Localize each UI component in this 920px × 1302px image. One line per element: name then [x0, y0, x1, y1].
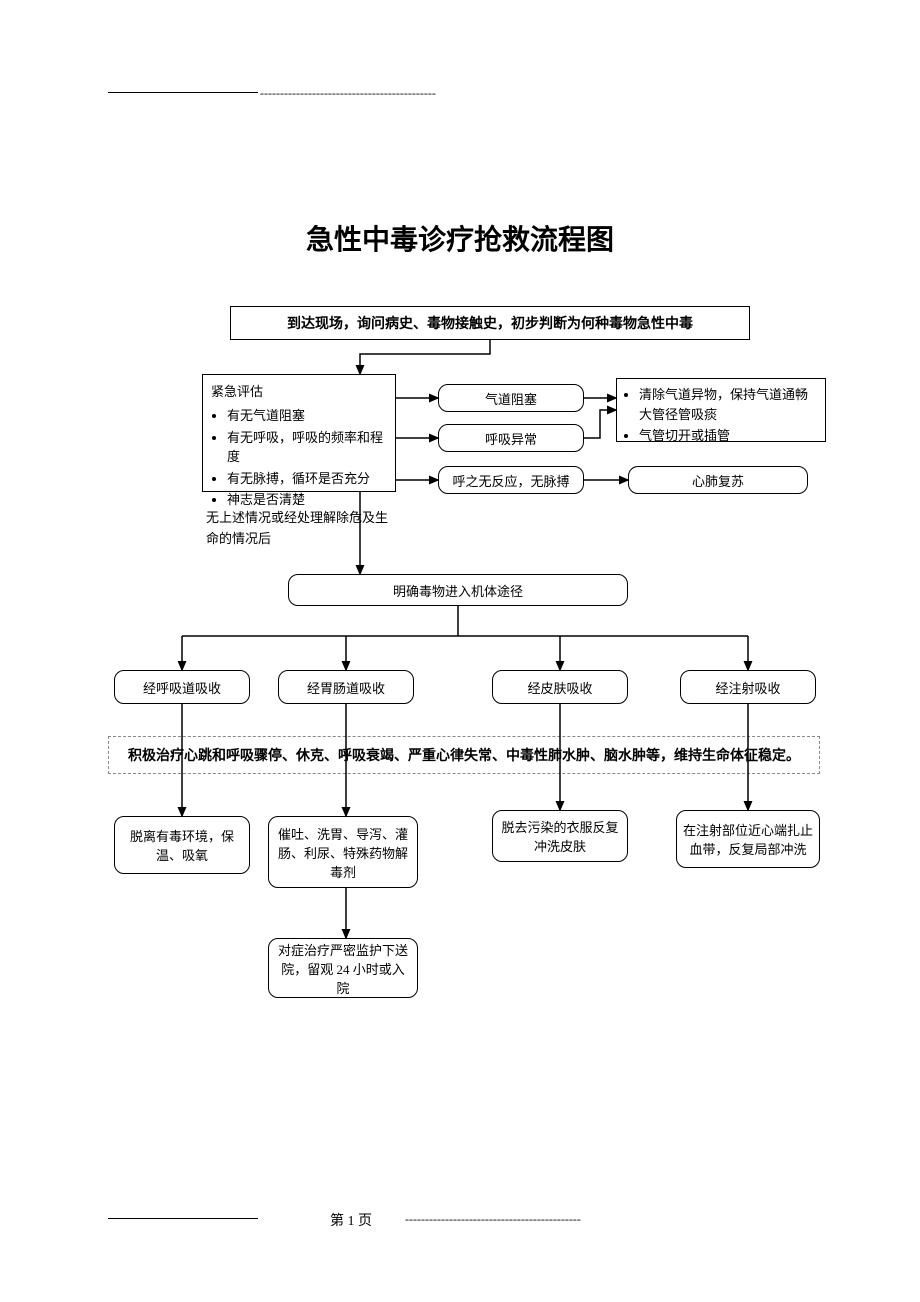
- document-page: ----------------------------------------…: [0, 0, 920, 1302]
- action-item: 清除气道异物，保持气道通畅大管径管吸痰: [639, 385, 819, 424]
- node-treat-skin: 脱去污染的衣服反复冲洗皮肤: [492, 810, 628, 862]
- node-route-gi: 经胃肠道吸收: [278, 670, 414, 704]
- footer-page-number: 1: [348, 1214, 355, 1229]
- node-cond-airway: 气道阻塞: [438, 384, 584, 412]
- assess-item: 有无呼吸，呼吸的频率和程度: [227, 428, 389, 467]
- footer-dashes: ----------------------------------------…: [405, 1212, 581, 1227]
- action-airway-list: 清除气道异物，保持气道通畅大管径管吸痰 气管切开或插管: [623, 383, 819, 448]
- node-route-skin: 经皮肤吸收: [492, 670, 628, 704]
- node-treat-resp: 脱离有毒环境，保温、吸氧: [114, 816, 250, 874]
- node-final: 对症治疗严密监护下送院，留观 24 小时或入院: [268, 938, 418, 998]
- footer-suffix: 页: [358, 1214, 372, 1229]
- flow-arrows: [0, 0, 920, 1302]
- page-title: 急性中毒诊疗抢救流程图: [255, 218, 665, 258]
- node-assessment: 紧急评估 有无气道阻塞 有无呼吸，呼吸的频率和程度 有无脉搏，循环是否充分 神志…: [202, 374, 396, 492]
- node-action-cpr: 心肺复苏: [628, 466, 808, 494]
- node-banner: 积极治疗心跳和呼吸骤停、休克、呼吸衰竭、严重心律失常、中毒性肺水肿、脑水肿等，维…: [108, 736, 820, 774]
- assess-list: 有无气道阻塞 有无呼吸，呼吸的频率和程度 有无脉搏，循环是否充分 神志是否清楚: [209, 404, 389, 512]
- action-item: 气管切开或插管: [639, 426, 819, 446]
- node-cond-breath: 呼吸异常: [438, 424, 584, 452]
- node-treat-inject: 在注射部位近心端扎止血带，反复局部冲洗: [676, 810, 820, 868]
- assess-title: 紧急评估: [211, 381, 389, 400]
- node-action-airway: 清除气道异物，保持气道通畅大管径管吸痰 气管切开或插管: [616, 378, 826, 442]
- header-dashes: ----------------------------------------…: [260, 86, 436, 101]
- node-route-inject: 经注射吸收: [680, 670, 816, 704]
- assess-item: 神志是否清楚: [227, 490, 389, 510]
- node-start: 到达现场，询问病史、毒物接触史，初步判断为何种毒物急性中毒: [230, 306, 750, 340]
- node-route: 明确毒物进入机体途径: [288, 574, 628, 606]
- assess-item: 有无脉搏，循环是否充分: [227, 469, 389, 489]
- footer-page-label: 第 1 页: [330, 1210, 372, 1230]
- header-rule: [108, 92, 258, 93]
- footer-rule: [108, 1218, 258, 1219]
- note-after-handling: 无上述情况或经处理解除危及生命的情况后: [206, 508, 396, 550]
- footer-prefix: 第: [330, 1214, 344, 1229]
- node-route-resp: 经呼吸道吸收: [114, 670, 250, 704]
- assess-item: 有无气道阻塞: [227, 406, 389, 426]
- node-treat-gi: 催吐、洗胃、导泻、灌肠、利尿、特殊药物解毒剂: [268, 816, 418, 888]
- node-cond-nopulse: 呼之无反应，无脉搏: [438, 466, 584, 494]
